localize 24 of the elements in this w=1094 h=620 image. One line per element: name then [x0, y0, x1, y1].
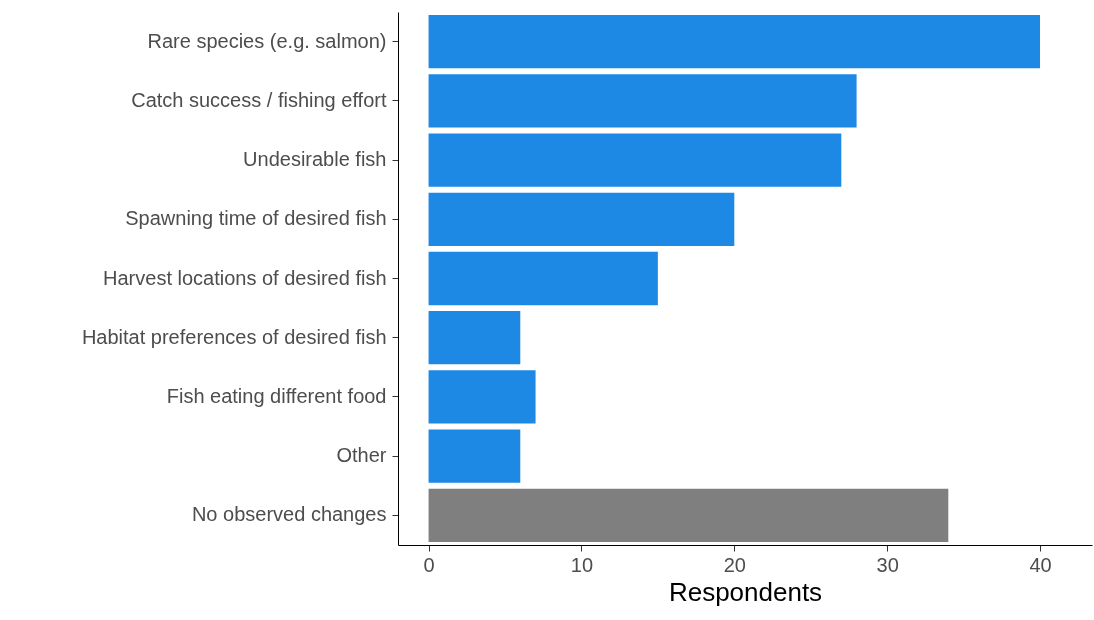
x-tick-label: 10 [570, 553, 594, 576]
x-tick-label: 30 [876, 553, 899, 576]
y-tick-label: Rare species (e.g. salmon) [147, 29, 387, 52]
y-tick-label: No observed changes [191, 503, 387, 526]
bar [428, 429, 521, 483]
bar [428, 251, 658, 306]
bar [428, 311, 521, 365]
bar [428, 14, 1041, 69]
bar [428, 488, 949, 543]
y-tick-label: Harvest locations of desired fish [103, 266, 387, 289]
y-tick-label: Catch success / fishing effort [131, 88, 387, 111]
x-axis-title: Respondents [668, 576, 823, 607]
y-tick-label: Undesirable fish [243, 148, 387, 171]
bar [428, 370, 536, 424]
y-tick-label: Fish eating different food [166, 384, 387, 407]
y-tick-label: Spawning time of desired fish [125, 207, 387, 230]
bar [428, 74, 857, 128]
y-tick-label: Other [336, 444, 387, 467]
x-tick-label: 0 [423, 553, 435, 576]
bar [428, 192, 735, 246]
x-tick-label: 40 [1029, 553, 1052, 576]
x-tick-label: 20 [723, 553, 746, 576]
y-tick-label: Habitat preferences of desired fish [81, 325, 387, 348]
bar [428, 133, 842, 187]
